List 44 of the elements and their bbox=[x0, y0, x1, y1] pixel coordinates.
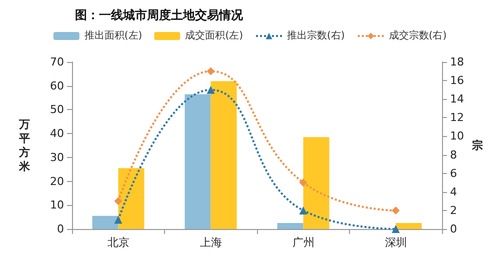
y-axis-title: 万平方米 bbox=[18, 118, 31, 173]
x-tick-label: 上海 bbox=[200, 236, 222, 249]
y-tick-label: 20 bbox=[50, 174, 64, 188]
y-tick-label: 70 bbox=[50, 56, 64, 68]
y2-tick-label: 6 bbox=[450, 166, 457, 180]
x-tick-label: 广州 bbox=[292, 236, 314, 249]
point bbox=[299, 178, 308, 187]
y2-tick-label: 18 bbox=[450, 56, 464, 68]
legend-label: 推出宗数(右) bbox=[287, 30, 345, 42]
y2-tick-label: 0 bbox=[450, 222, 457, 236]
y-tick-label: 10 bbox=[50, 198, 64, 212]
y2-tick-label: 8 bbox=[450, 148, 457, 162]
legend-label: 成交宗数(右) bbox=[388, 30, 447, 42]
point bbox=[299, 206, 308, 214]
legend-label: 成交面积(左) bbox=[185, 30, 244, 42]
x-tick-label: 北京 bbox=[107, 236, 130, 249]
point bbox=[114, 197, 122, 206]
bar bbox=[92, 216, 118, 229]
bar bbox=[396, 223, 422, 229]
point bbox=[392, 225, 400, 233]
y2-tick-label: 4 bbox=[450, 185, 457, 198]
point bbox=[392, 206, 400, 214]
bar bbox=[184, 94, 211, 229]
chart-title: 图：一线城市周度土地交易情况 bbox=[75, 8, 244, 22]
point bbox=[206, 67, 215, 76]
y2-tick-label: 16 bbox=[450, 74, 464, 88]
y-tick-label: 40 bbox=[50, 127, 64, 140]
y-tick-label: 0 bbox=[57, 222, 64, 236]
y-tick-label: 50 bbox=[50, 103, 64, 116]
y2-tick-label: 14 bbox=[450, 92, 464, 106]
x-tick-label: 深圳 bbox=[384, 236, 407, 249]
y2-axis-title: 宗 bbox=[471, 139, 483, 152]
point bbox=[206, 86, 215, 94]
point bbox=[114, 216, 122, 224]
bar bbox=[303, 137, 330, 229]
bar bbox=[210, 81, 237, 229]
y-tick-label: 60 bbox=[50, 79, 64, 92]
legend-label: 推出面积(左) bbox=[84, 30, 142, 42]
y2-tick-label: 10 bbox=[450, 130, 464, 143]
bar bbox=[277, 223, 304, 229]
bar bbox=[118, 168, 144, 229]
y-tick-label: 30 bbox=[50, 150, 64, 164]
y2-tick-label: 12 bbox=[450, 111, 464, 124]
y2-tick-label: 2 bbox=[450, 204, 457, 217]
